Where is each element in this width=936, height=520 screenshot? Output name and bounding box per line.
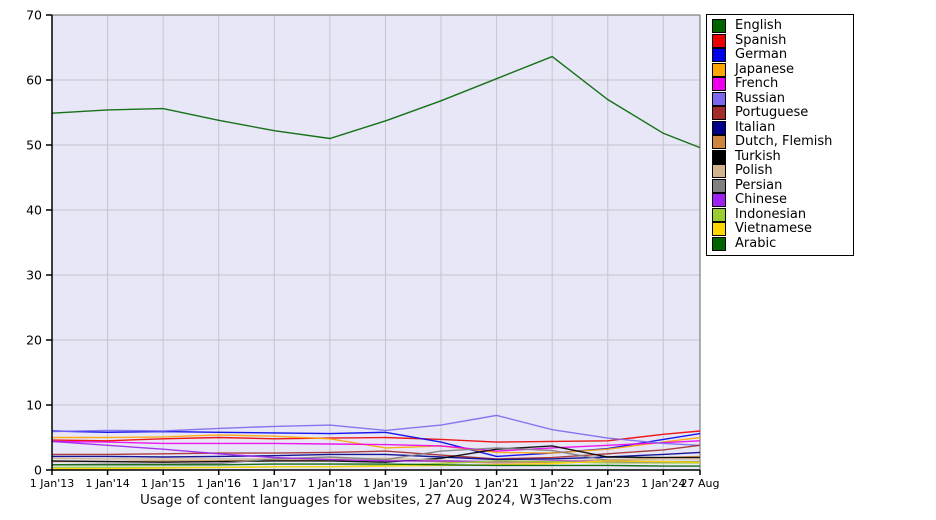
y-axis-label: 30: [26, 268, 42, 283]
x-axis-label: 1 Jan'16: [196, 477, 240, 490]
series-line-japanese: [52, 434, 701, 454]
legend-item: Dutch, Flemish: [712, 134, 849, 150]
legend-item: Italian: [712, 119, 849, 136]
legend-swatch-icon: [712, 178, 726, 193]
x-axis-label: 1 Jan'18: [308, 477, 352, 490]
legend-label: French: [735, 76, 779, 91]
x-axis-label: 1 Jan'17: [252, 477, 296, 490]
legend: English Spanish German Japanese French Russia…: [706, 14, 854, 256]
y-axis-label: 40: [26, 203, 42, 218]
legend-swatch-icon: [712, 62, 726, 77]
legend-item: Russian: [712, 90, 849, 107]
legend-label: German: [735, 47, 788, 62]
legend-item: Vietnamese: [712, 221, 849, 237]
series-line-vietnamese: [52, 460, 701, 470]
legend-item: Arabic: [712, 235, 849, 252]
legend-swatch-icon: [712, 164, 726, 179]
legend-swatch-icon: [712, 222, 726, 237]
y-axis-label: 20: [26, 333, 42, 348]
plot-area: [52, 15, 700, 470]
legend-label: Vietnamese: [735, 221, 812, 236]
x-axis-label: 1 Jan'21: [474, 477, 518, 490]
legend-item: French: [712, 76, 849, 92]
legend-label: Italian: [735, 119, 776, 135]
series-line-portuguese: [52, 444, 701, 460]
legend-item: Polish: [712, 163, 849, 179]
legend-swatch-icon: [712, 120, 726, 135]
x-axis-label: 1 Jan'24: [641, 477, 685, 490]
legend-label: Russian: [735, 90, 786, 106]
legend-label: Chinese: [735, 192, 787, 207]
legend-swatch-icon: [712, 106, 726, 121]
x-axis-label: 27 Aug: [681, 477, 720, 490]
legend-swatch-icon: [712, 77, 726, 92]
series-line-french: [51, 440, 701, 452]
legend-label: Spanish: [735, 32, 787, 48]
series-line-arabic: [52, 463, 700, 467]
y-axis-label: 0: [34, 463, 42, 478]
series-line-english: [51, 55, 701, 149]
legend-label: Japanese: [735, 61, 795, 77]
legend-label: Turkish: [735, 148, 781, 164]
legend-label: Persian: [735, 177, 783, 193]
legend-swatch-icon: [712, 91, 726, 106]
x-axis-label: 1 Jan'14: [85, 477, 129, 490]
legend-label: English: [735, 18, 782, 33]
chart-caption: Usage of content languages for websites,…: [140, 492, 612, 508]
x-axis-label: 1 Jan'23: [586, 477, 630, 490]
y-axis-label: 50: [26, 138, 42, 153]
legend-swatch-icon: [712, 48, 726, 63]
y-axis-label: 70: [26, 8, 42, 23]
legend-swatch-icon: [712, 33, 726, 48]
legend-label: Portuguese: [735, 105, 809, 120]
series-line-russian: [51, 414, 701, 446]
legend-item: German: [712, 47, 849, 63]
legend-item: Japanese: [712, 61, 849, 78]
series-line-turkish: [51, 445, 700, 463]
x-axis-label: 1 Jan'19: [363, 477, 407, 490]
legend-label: Polish: [735, 163, 773, 178]
legend-item: Persian: [712, 177, 849, 194]
x-axis-label: 1 Jan'15: [141, 477, 185, 490]
legend-swatch-icon: [712, 236, 726, 251]
y-axis-label: 10: [26, 398, 42, 413]
legend-item: Indonesian: [712, 206, 849, 223]
y-axis-label: 60: [26, 73, 42, 88]
legend-label: Indonesian: [735, 206, 807, 222]
legend-item: Portuguese: [712, 105, 849, 121]
legend-label: Arabic: [735, 235, 777, 251]
x-axis-label: 1 Jan'13: [30, 477, 74, 490]
legend-swatch-icon: [712, 135, 726, 150]
legend-swatch-icon: [712, 19, 726, 34]
x-axis-label: 1 Jan'22: [530, 477, 574, 490]
legend-item: Turkish: [712, 148, 849, 165]
legend-item: English: [712, 18, 849, 34]
x-axis-label: 1 Jan'20: [419, 477, 463, 490]
legend-item: Spanish: [712, 32, 849, 49]
legend-swatch-icon: [712, 149, 726, 164]
legend-label: Dutch, Flemish: [735, 134, 833, 149]
series-line-spanish: [51, 430, 701, 443]
legend-swatch-icon: [712, 193, 726, 208]
legend-item: Chinese: [712, 192, 849, 208]
legend-swatch-icon: [712, 207, 726, 222]
